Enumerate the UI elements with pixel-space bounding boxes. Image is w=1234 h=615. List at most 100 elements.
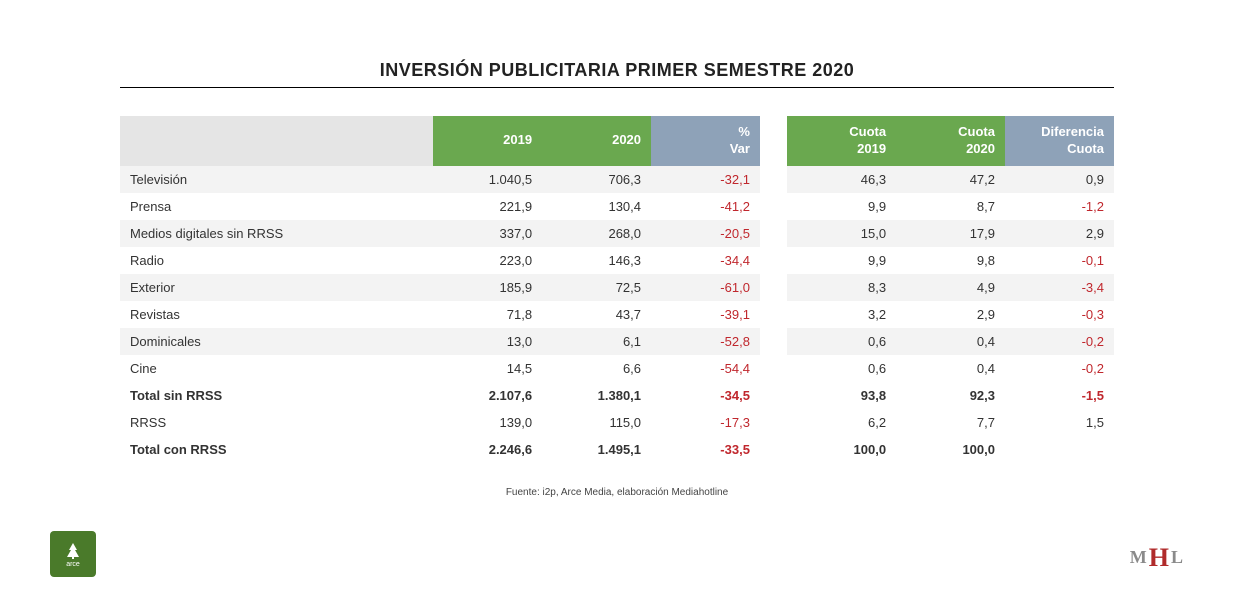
cell-dif: -0,2 — [1005, 328, 1114, 355]
table-row: Revistas71,843,7-39,13,22,9-0,3 — [120, 301, 1114, 328]
cell-cuota2019: 46,3 — [787, 166, 896, 193]
cell-y2020: 72,5 — [542, 274, 651, 301]
cell-gap1 — [760, 247, 787, 274]
cell-gap1 — [760, 193, 787, 220]
table-head: 20192020%Var Cuota2019Cuota2020Diferencia… — [120, 116, 1114, 166]
cell-y2020: 1.495,1 — [542, 436, 651, 463]
mhl-logo: MHL — [1130, 543, 1184, 573]
cell-var: -34,5 — [651, 382, 760, 409]
cell-var: -54,4 — [651, 355, 760, 382]
cell-y2020: 146,3 — [542, 247, 651, 274]
col-header-dif: DiferenciaCuota — [1005, 116, 1114, 166]
cell-cuota2020: 0,4 — [896, 328, 1005, 355]
cell-var: -32,1 — [651, 166, 760, 193]
table-body: Televisión1.040,5706,3-32,146,347,20,9Pr… — [120, 166, 1114, 463]
cell-label: Televisión — [120, 166, 433, 193]
cell-var: -33,5 — [651, 436, 760, 463]
col-header-y2019: 2019 — [433, 116, 542, 166]
cell-gap1 — [760, 409, 787, 436]
cell-y2019: 139,0 — [433, 409, 542, 436]
tree-icon — [63, 541, 83, 561]
table-row: Dominicales13,06,1-52,80,60,4-0,2 — [120, 328, 1114, 355]
mhl-h: H — [1148, 543, 1171, 572]
cell-label: Radio — [120, 247, 433, 274]
col-header-label — [120, 116, 433, 166]
cell-dif: 0,9 — [1005, 166, 1114, 193]
cell-cuota2019: 8,3 — [787, 274, 896, 301]
cell-y2019: 71,8 — [433, 301, 542, 328]
cell-y2020: 115,0 — [542, 409, 651, 436]
cell-cuota2020: 4,9 — [896, 274, 1005, 301]
cell-gap1 — [760, 328, 787, 355]
cell-gap1 — [760, 166, 787, 193]
cell-y2019: 185,9 — [433, 274, 542, 301]
cell-label: Prensa — [120, 193, 433, 220]
table-row: Radio223,0146,3-34,49,99,8-0,1 — [120, 247, 1114, 274]
table-row: Prensa221,9130,4-41,29,98,7-1,2 — [120, 193, 1114, 220]
cell-y2019: 221,9 — [433, 193, 542, 220]
cell-gap1 — [760, 274, 787, 301]
col-header-cuota2020: Cuota2020 — [896, 116, 1005, 166]
table-row: Medios digitales sin RRSS337,0268,0-20,5… — [120, 220, 1114, 247]
cell-label: Total sin RRSS — [120, 382, 433, 409]
cell-cuota2020: 17,9 — [896, 220, 1005, 247]
cell-var: -41,2 — [651, 193, 760, 220]
col-header-var: %Var — [651, 116, 760, 166]
cell-cuota2020: 7,7 — [896, 409, 1005, 436]
cell-dif — [1005, 436, 1114, 463]
cell-gap1 — [760, 382, 787, 409]
table-row: Televisión1.040,5706,3-32,146,347,20,9 — [120, 166, 1114, 193]
cell-cuota2020: 47,2 — [896, 166, 1005, 193]
cell-y2020: 6,6 — [542, 355, 651, 382]
cell-cuota2020: 0,4 — [896, 355, 1005, 382]
cell-dif: -1,2 — [1005, 193, 1114, 220]
cell-y2019: 2.246,6 — [433, 436, 542, 463]
cell-y2019: 13,0 — [433, 328, 542, 355]
col-header-y2020: 2020 — [542, 116, 651, 166]
cell-label: Cine — [120, 355, 433, 382]
header-row: 20192020%Var Cuota2019Cuota2020Diferencia… — [120, 116, 1114, 166]
cell-cuota2019: 100,0 — [787, 436, 896, 463]
cell-dif: -0,3 — [1005, 301, 1114, 328]
cell-y2020: 1.380,1 — [542, 382, 651, 409]
slide-container: INVERSIÓN PUBLICITARIA PRIMER SEMESTRE 2… — [0, 0, 1234, 615]
cell-y2019: 223,0 — [433, 247, 542, 274]
table-row: Total con RRSS2.246,61.495,1-33,5100,010… — [120, 436, 1114, 463]
cell-y2019: 14,5 — [433, 355, 542, 382]
cell-y2020: 130,4 — [542, 193, 651, 220]
cell-var: -34,4 — [651, 247, 760, 274]
cell-gap1 — [760, 355, 787, 382]
cell-gap1 — [760, 220, 787, 247]
cell-y2020: 43,7 — [542, 301, 651, 328]
page-title: INVERSIÓN PUBLICITARIA PRIMER SEMESTRE 2… — [120, 60, 1114, 88]
table-row: RRSS139,0115,0-17,36,27,71,5 — [120, 409, 1114, 436]
cell-y2019: 2.107,6 — [433, 382, 542, 409]
cell-gap1 — [760, 301, 787, 328]
cell-dif: 1,5 — [1005, 409, 1114, 436]
cell-y2020: 268,0 — [542, 220, 651, 247]
cell-dif: -0,1 — [1005, 247, 1114, 274]
cell-cuota2019: 6,2 — [787, 409, 896, 436]
cell-label: Exterior — [120, 274, 433, 301]
cell-cuota2020: 100,0 — [896, 436, 1005, 463]
cell-cuota2020: 8,7 — [896, 193, 1005, 220]
cell-dif: -3,4 — [1005, 274, 1114, 301]
cell-y2019: 1.040,5 — [433, 166, 542, 193]
table-row: Exterior185,972,5-61,08,34,9-3,4 — [120, 274, 1114, 301]
cell-cuota2019: 0,6 — [787, 328, 896, 355]
cell-cuota2019: 0,6 — [787, 355, 896, 382]
cell-label: Medios digitales sin RRSS — [120, 220, 433, 247]
cell-var: -20,5 — [651, 220, 760, 247]
cell-var: -52,8 — [651, 328, 760, 355]
cell-dif: -0,2 — [1005, 355, 1114, 382]
cell-cuota2019: 9,9 — [787, 247, 896, 274]
table-row: Cine14,56,6-54,4 0,60,4-0,2 — [120, 355, 1114, 382]
mhl-l: L — [1171, 547, 1184, 567]
cell-cuota2020: 92,3 — [896, 382, 1005, 409]
cell-label: Revistas — [120, 301, 433, 328]
cell-y2020: 6,1 — [542, 328, 651, 355]
cell-cuota2019: 3,2 — [787, 301, 896, 328]
source-note: Fuente: i2p, Arce Media, elaboración Med… — [120, 487, 1114, 498]
arce-logo-text: arce — [66, 561, 80, 568]
col-header-cuota2019: Cuota2019 — [787, 116, 896, 166]
